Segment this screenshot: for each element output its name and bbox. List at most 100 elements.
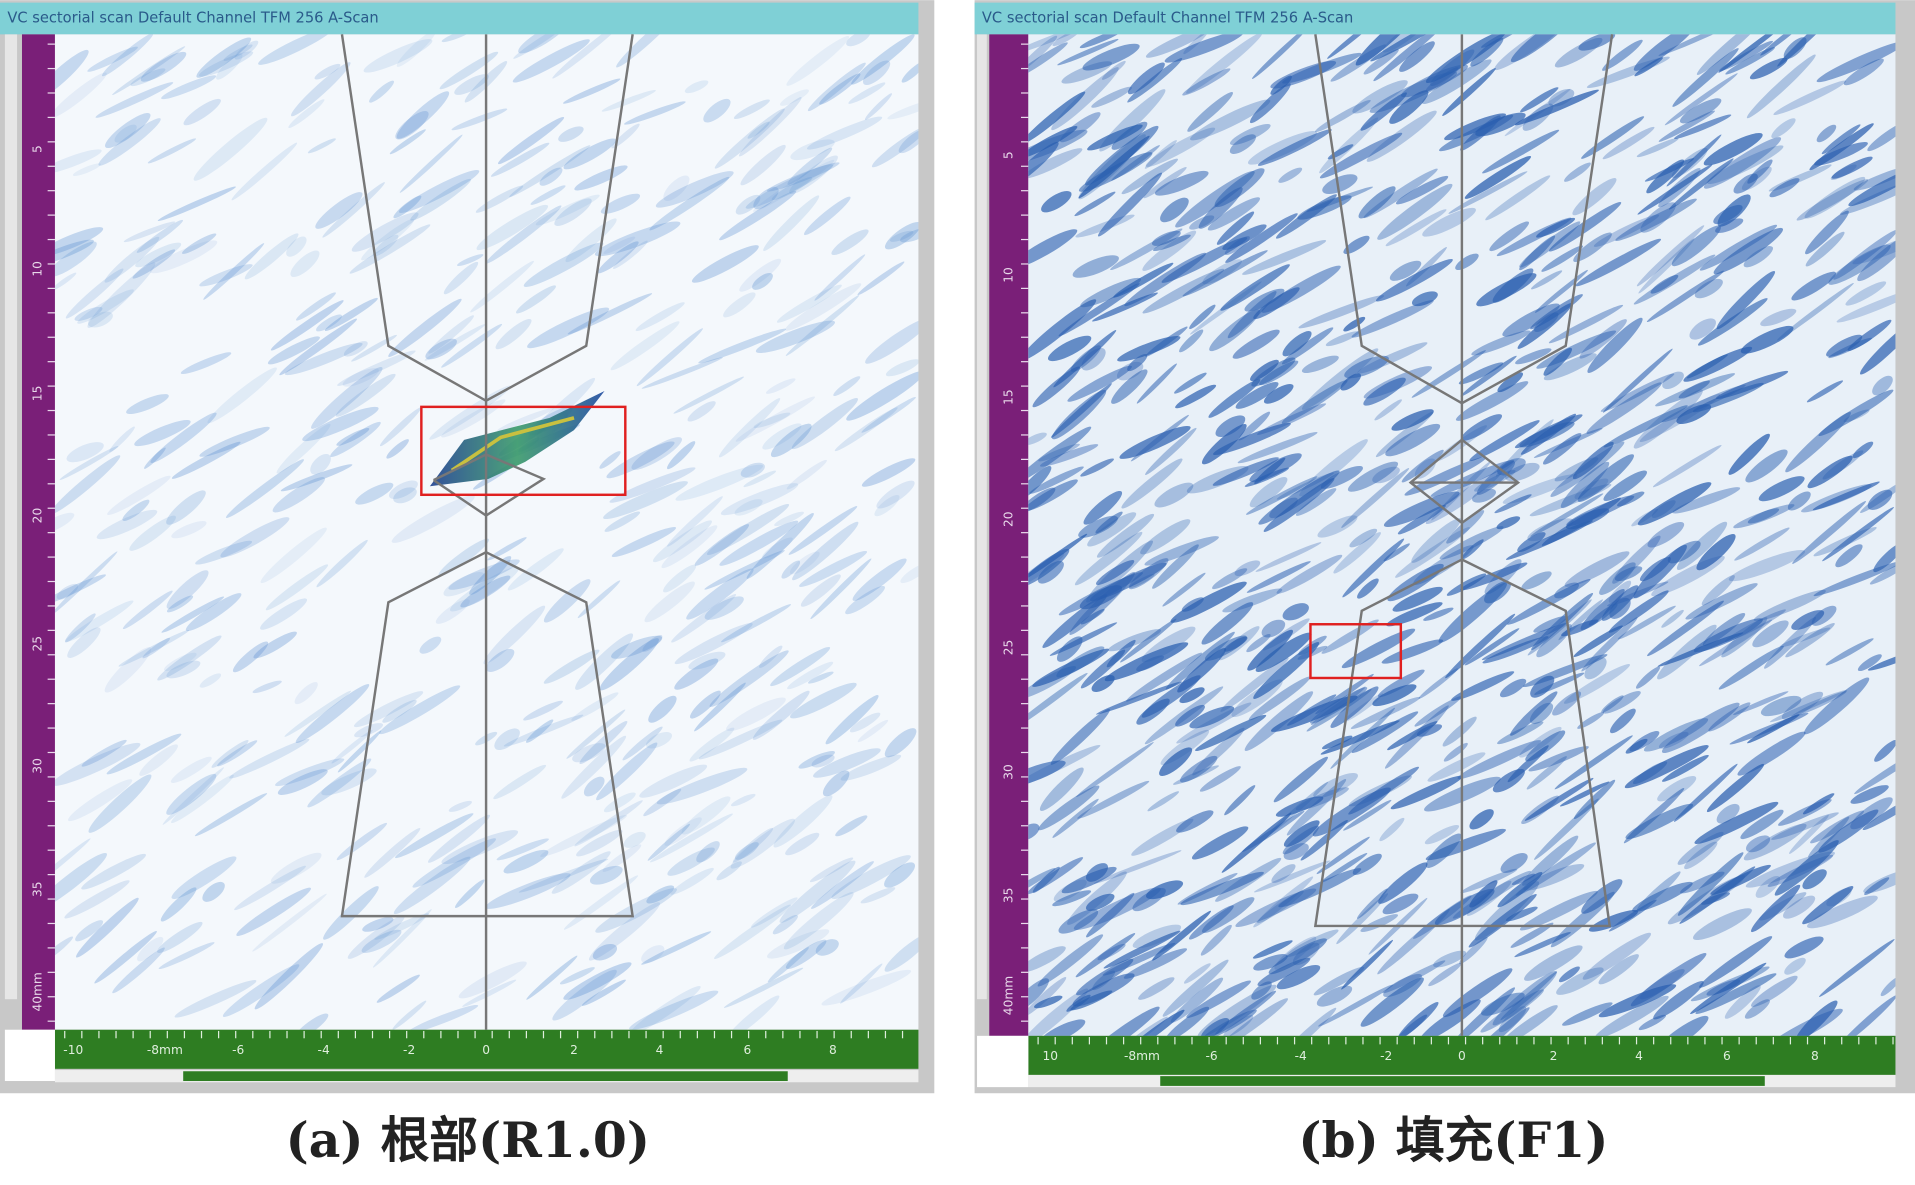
speckle [1399,41,1435,72]
speckle [1061,866,1117,894]
speckle [1192,727,1245,776]
speckle [674,658,719,690]
speckle [583,776,605,797]
speckle [1174,372,1207,394]
speckle [558,126,584,142]
speckle [1647,600,1724,657]
speckle [884,728,917,758]
speckle [364,827,421,878]
speckle [1180,871,1264,906]
speckle [1787,491,1811,511]
speckle [1050,383,1112,438]
speckle [1313,966,1365,996]
speckle [1079,34,1125,49]
speckle [112,46,186,96]
speckle [1825,638,1874,666]
speckle [641,945,665,964]
speckle [1702,612,1746,646]
speckle [704,596,744,620]
speckle [1690,962,1767,1015]
speckle [65,268,124,319]
speckle [147,138,197,164]
x-ruler [1028,1035,1896,1075]
speckle [1448,171,1528,214]
speckle [1234,560,1261,577]
speckle [140,51,187,82]
speckle [774,511,804,527]
speckle [1191,826,1249,860]
speckle [498,116,565,165]
speckle [1254,457,1286,485]
speckle [490,142,550,177]
speckle [1446,573,1487,596]
speckle [1229,123,1271,146]
speckle [1127,58,1183,103]
speckle [1743,246,1773,268]
speckle [1070,345,1101,372]
speckle [750,897,798,928]
speckle [1252,34,1310,79]
speckle [1173,765,1219,785]
speckle [1689,318,1716,340]
speckle [1556,967,1604,995]
speckle [1028,857,1084,895]
speckle [1460,355,1517,397]
speckle [1442,716,1477,747]
speckle [75,920,104,942]
speckle [835,815,868,837]
speckle [1482,636,1549,664]
speckle [1366,110,1437,162]
speckle [391,495,475,543]
speckle [1847,319,1892,352]
speckle [435,599,470,624]
y-ruler-label: 15 [30,386,44,402]
speckle [1248,676,1311,721]
speckle [1625,738,1648,754]
speckle [723,292,756,318]
speckle [232,641,269,673]
speckle [1636,871,1681,911]
speckle [270,300,344,351]
x-ruler-label: -6 [232,1043,244,1057]
speckle [1489,221,1530,252]
speckle [1422,59,1492,104]
speckle [393,487,417,504]
speckle [1208,378,1261,418]
speckle [1694,801,1779,844]
speckle [1706,763,1765,813]
speckle [1093,850,1182,884]
speckle [1830,164,1857,180]
speckle [1375,258,1453,302]
speckle [706,503,790,555]
speckle [1276,964,1321,990]
speckle [1375,411,1434,458]
speckle [1058,909,1099,934]
speckle [1242,240,1327,275]
speckle [163,652,197,671]
speckle [1153,234,1191,252]
speckle [323,886,379,940]
speckle [275,758,345,787]
speckle [730,818,795,869]
speckle [767,929,830,959]
speckle [599,451,621,469]
speckle [1522,103,1554,131]
speckle [526,955,578,1000]
speckle [589,865,623,885]
speckle [1701,575,1735,606]
speckle [1199,766,1241,792]
speckle [171,441,241,479]
speckle [1224,785,1256,816]
speckle [592,943,618,961]
speckle [1625,803,1694,840]
speckle [709,650,789,707]
speckle [1497,871,1543,908]
speckle [284,690,352,737]
speckle [1658,167,1701,208]
speckle [1468,1007,1530,1036]
speckle [171,521,207,539]
speckle [1058,283,1140,337]
speckle [631,437,683,470]
speckle [1781,691,1824,720]
speckle [54,241,97,277]
